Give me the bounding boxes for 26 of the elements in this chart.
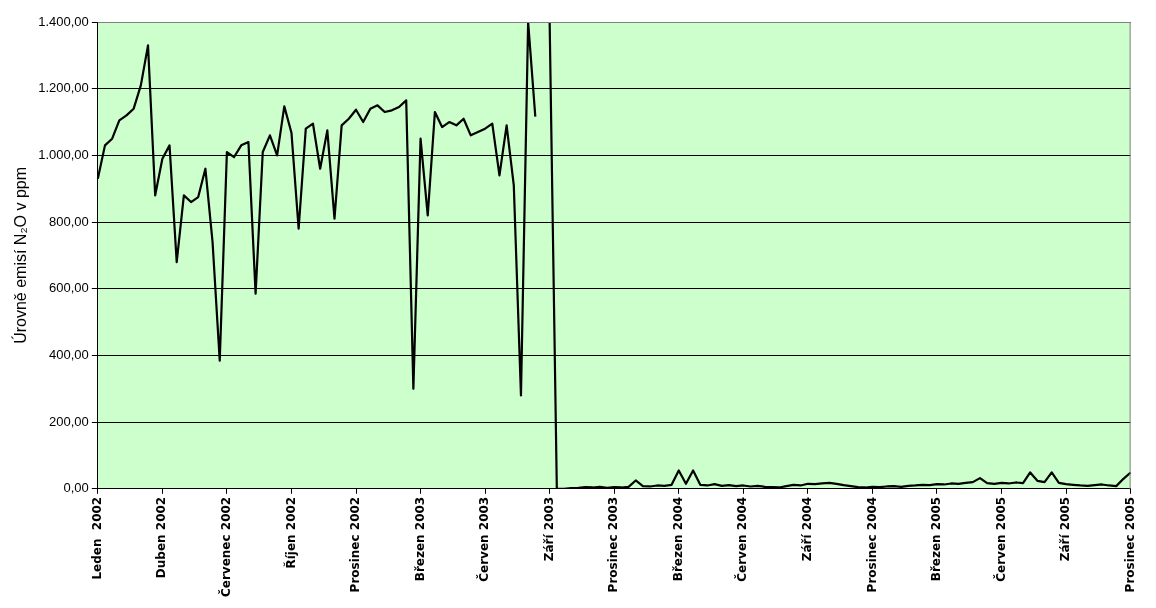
- x-tick-label: Září 2005: [1058, 496, 1073, 562]
- x-tick-label: Březen 2005: [929, 496, 944, 582]
- x-tick-label: Říjen 2002: [282, 496, 298, 569]
- x-tick-label: Prosinec 2004: [864, 496, 879, 593]
- x-tick-label: Prosinec 2003: [606, 496, 621, 593]
- x-tick-label: Červenec 2002: [218, 496, 234, 598]
- y-tick-label: 400,00: [49, 347, 89, 363]
- y-tick-label: 800,00: [49, 213, 89, 229]
- y-tick-label: 200,00: [49, 413, 89, 429]
- x-tick-label: Březen 2003: [412, 496, 427, 582]
- y-tick-label: 1.000,00: [38, 146, 89, 162]
- x-tick-label: Červen 2005: [992, 496, 1008, 582]
- y-tick-label: 600,00: [49, 280, 89, 296]
- x-tick-label: Leden 2002: [89, 496, 104, 580]
- x-tick-label: Červen 2004: [734, 496, 750, 582]
- y-tick-label: 1.200,00: [38, 80, 89, 96]
- x-tick-label: Září 2004: [799, 496, 814, 562]
- y-tick-label: 0,00: [63, 480, 89, 496]
- x-tick-label: Prosinec 2002: [348, 496, 363, 593]
- y-tick-label: 1.400,00: [38, 13, 89, 29]
- x-tick-label: Březen 2004: [670, 496, 685, 582]
- x-tick-label: Září 2003: [541, 496, 556, 562]
- x-tick-label: Prosinec 2005: [1122, 496, 1137, 593]
- x-tick-label: Červen 2003: [476, 496, 492, 582]
- x-tick-label: Duben 2002: [154, 496, 169, 579]
- y-axis-title: Úrovně emisí N₂O v ppm: [11, 166, 30, 344]
